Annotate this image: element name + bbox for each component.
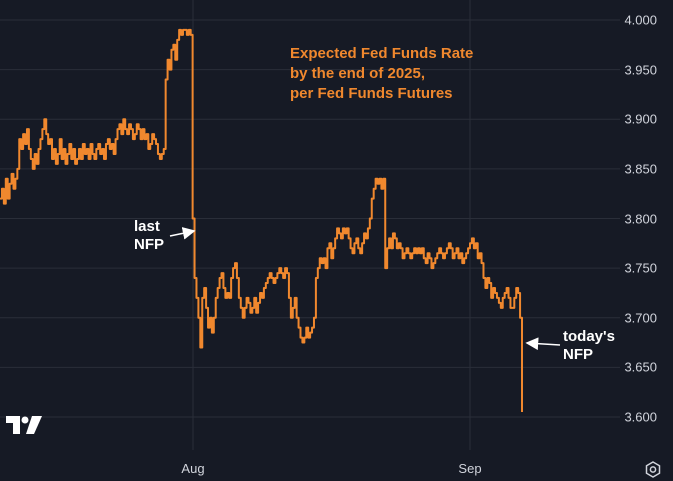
settings-gear-icon[interactable]: [643, 460, 663, 480]
y-tick-label: 3.850: [624, 161, 657, 177]
last-nfp-label-line-1: last: [134, 218, 160, 235]
x-tick-label: Aug: [181, 461, 205, 476]
chart-title-line-3: per Fed Funds Futures: [290, 85, 453, 102]
tradingview-logo-icon[interactable]: [4, 414, 44, 436]
y-tick-label: 3.900: [624, 111, 657, 127]
y-tick-label: 3.600: [624, 409, 657, 425]
y-tick-label: 3.700: [624, 310, 657, 326]
y-tick-label: 3.800: [624, 211, 657, 226]
series-line: [0, 28, 523, 413]
last-nfp-arrow: [169, 227, 196, 240]
y-tick-label: 4.000: [624, 12, 657, 28]
last-nfp-label: last NFP: [134, 218, 164, 254]
y-tick-label: 3.950: [624, 62, 657, 78]
last-nfp-label-line-2: NFP: [134, 236, 164, 253]
chart-title-line-1: Expected Fed Funds Rate: [290, 45, 474, 62]
series-group: [0, 28, 523, 413]
x-tick-label: Sep: [458, 461, 482, 476]
y-tick-label: 3.650: [624, 359, 657, 375]
annotation-arrows: [169, 227, 561, 351]
chart-title-line-2: by the end of 2025,: [290, 65, 426, 82]
today-nfp-label: today's NFP: [563, 328, 615, 364]
y-tick-label: 3.750: [624, 260, 657, 276]
today-nfp-label-line-1: today's: [563, 328, 615, 345]
gridlines: [0, 0, 620, 450]
today-nfp-arrow: [525, 337, 561, 351]
today-nfp-label-line-2: NFP: [563, 346, 593, 363]
